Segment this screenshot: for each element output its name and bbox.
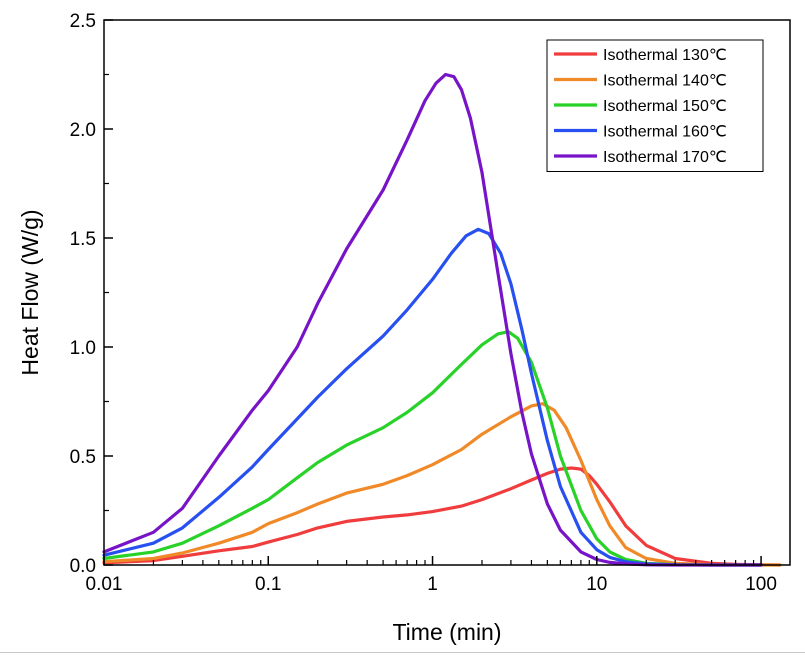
x-axis: 0.01 0.1 1 10 100	[86, 556, 777, 595]
y-axis: 0.0 0.5 1.0 1.5 2.0 2.5	[70, 11, 113, 577]
legend-label-3: Isothermal 160℃	[603, 124, 727, 141]
y-axis-title: Heat Flow (W/g)	[17, 209, 43, 375]
legend: Isothermal 130℃ Isothermal 140℃ Isothermal…	[546, 39, 764, 172]
x-tick-label: 1	[427, 574, 438, 595]
y-tick-label: 1.5	[70, 229, 96, 250]
series-layer	[102, 72, 782, 567]
legend-label-0: Isothermal 130℃	[603, 47, 727, 64]
x-tick-label: 0.01	[86, 574, 123, 595]
y-tick-label: 0.5	[70, 447, 96, 468]
series-line-1	[102, 402, 782, 567]
x-tick-label: 10	[586, 574, 607, 595]
legend-label-4: Isothermal 170℃	[603, 149, 727, 166]
y-tick-label: 1.0	[70, 338, 96, 359]
y-tick-label: 0.0	[70, 556, 96, 577]
series-line-2	[102, 330, 763, 567]
series-line-4	[102, 72, 763, 567]
bottom-divider	[0, 652, 805, 653]
x-tick-label: 100	[745, 574, 777, 595]
x-axis-title: Time (min)	[392, 619, 501, 645]
legend-label-1: Isothermal 140℃	[603, 73, 727, 90]
legend-label-2: Isothermal 150℃	[603, 98, 727, 115]
series-line-0	[102, 466, 782, 567]
x-tick-label: 0.1	[255, 574, 281, 595]
series-line-3	[102, 227, 763, 567]
y-tick-label: 2.0	[70, 120, 96, 141]
y-tick-label: 2.5	[70, 11, 96, 32]
